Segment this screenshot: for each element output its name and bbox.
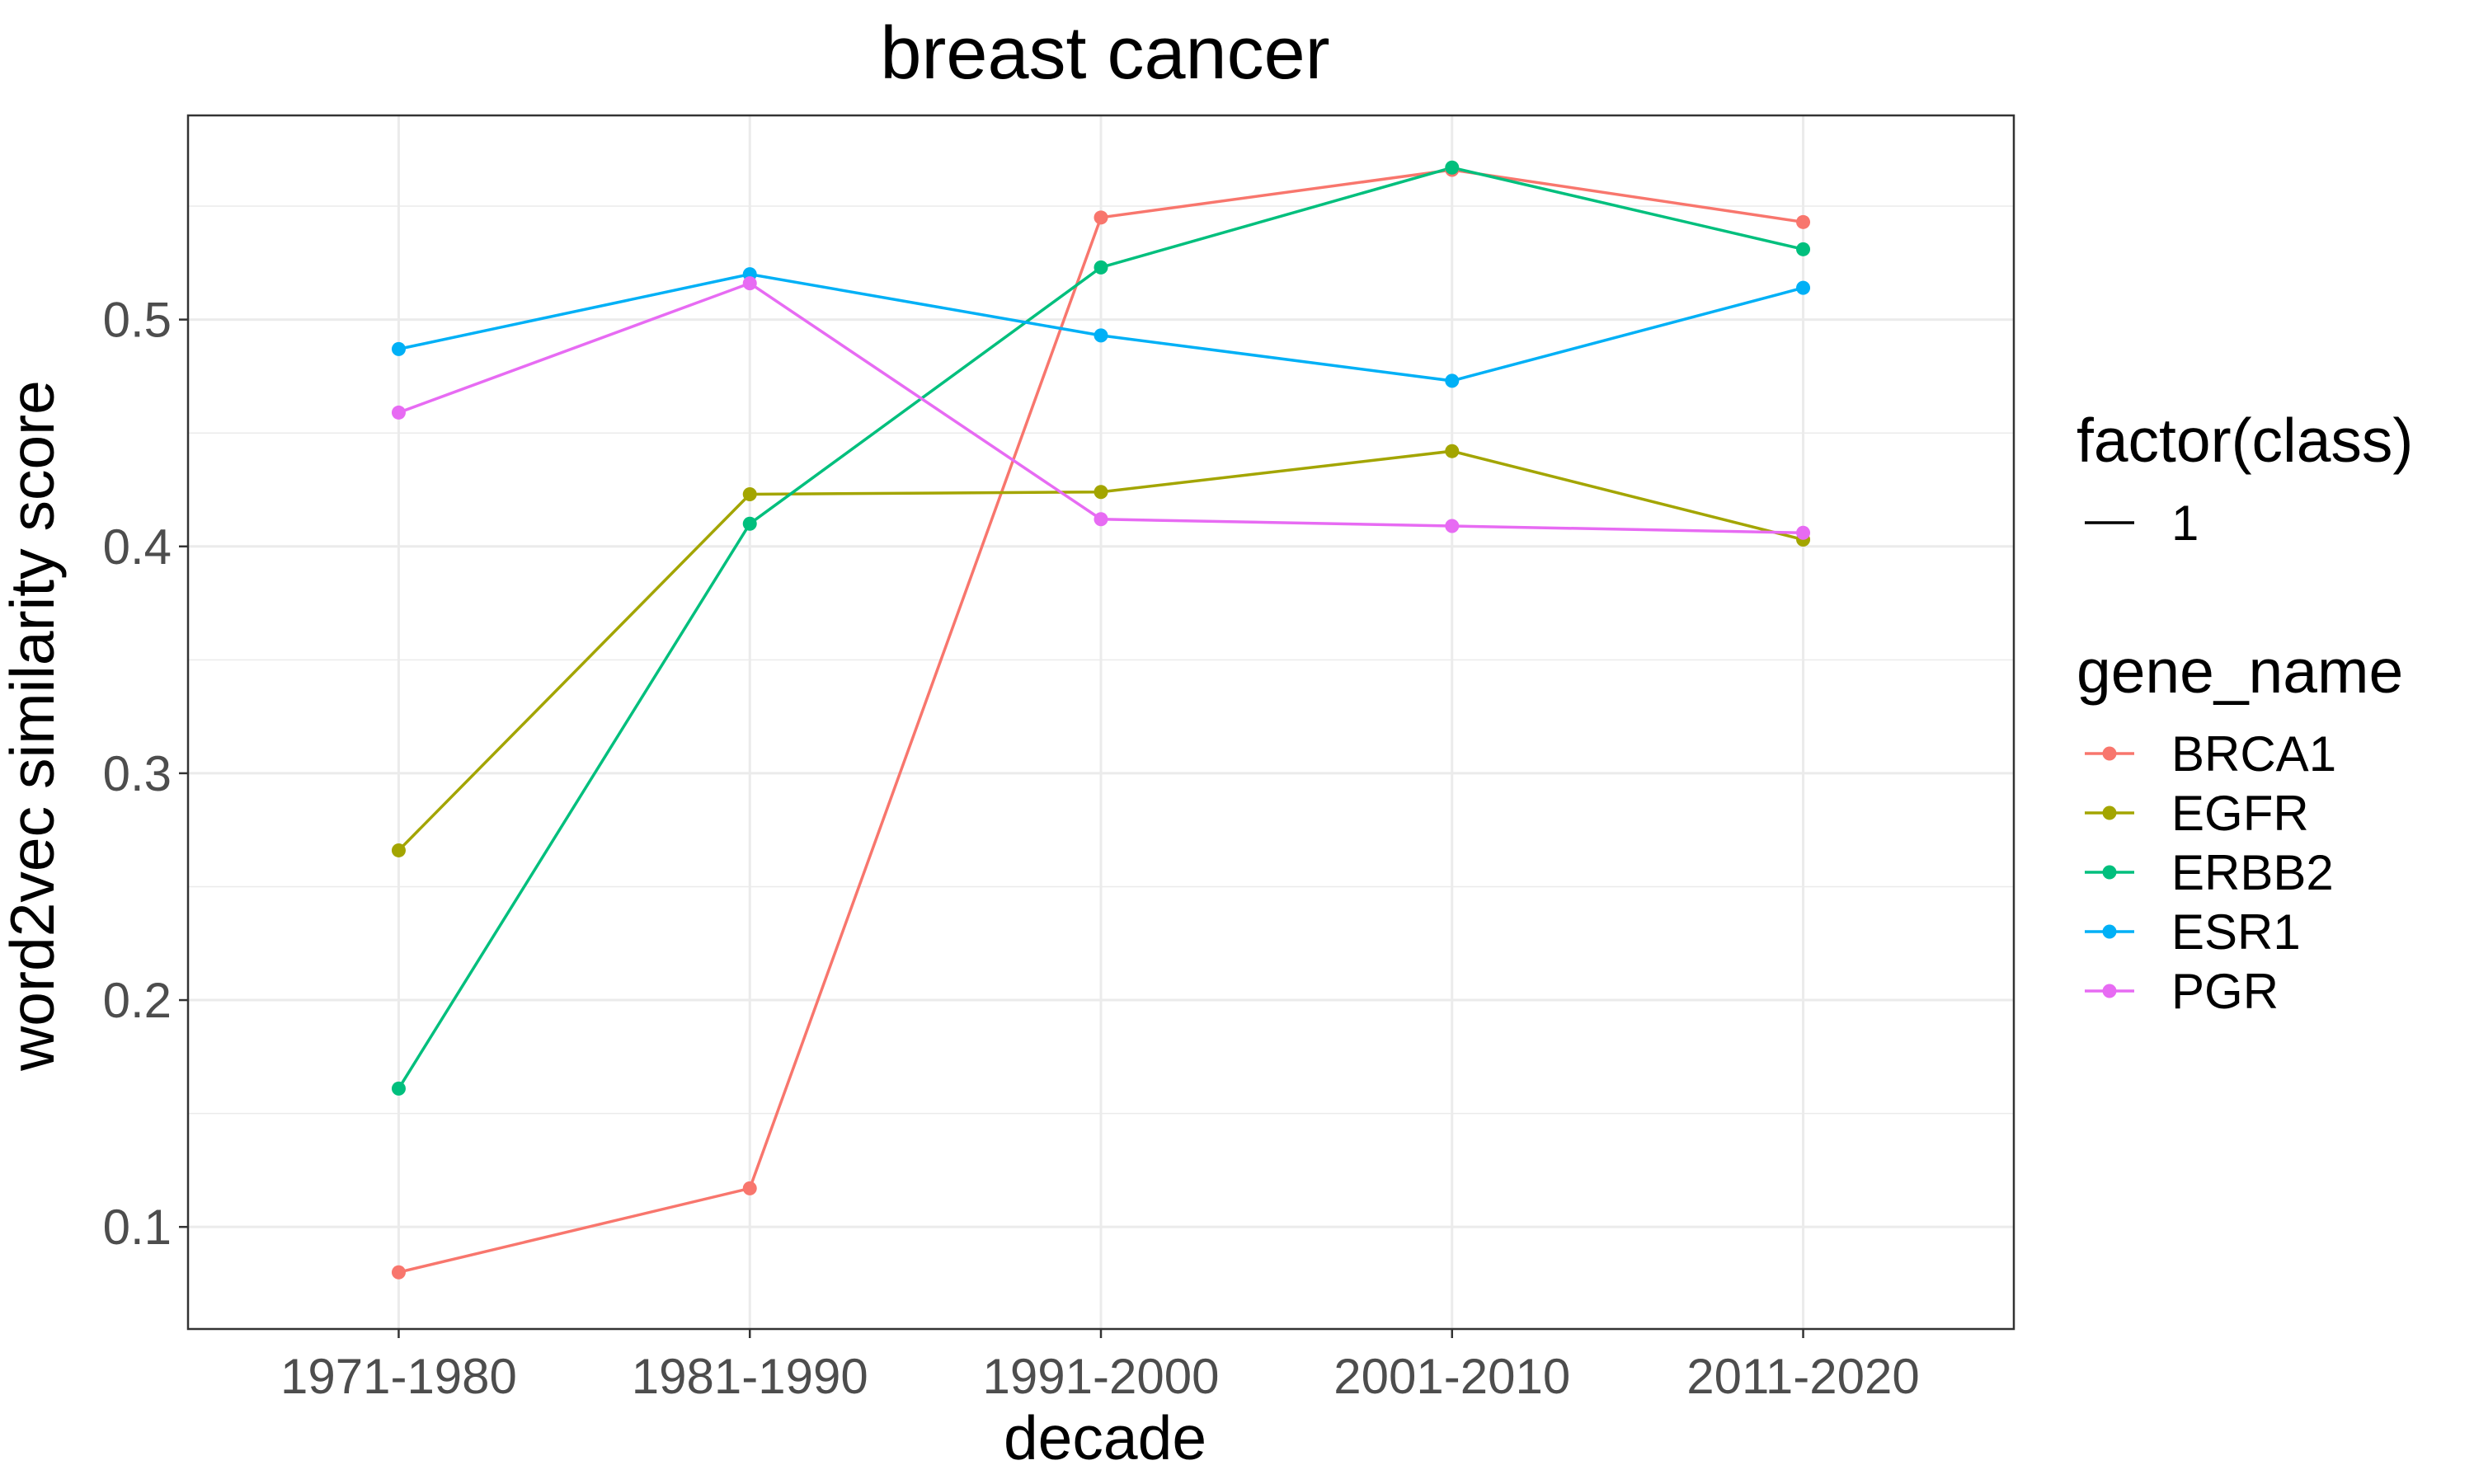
plot-panel xyxy=(186,114,2015,1331)
data-point-brca1 xyxy=(391,1265,406,1280)
data-point-erbb2 xyxy=(391,1081,406,1096)
y-tick-label: 0.5 xyxy=(103,293,172,348)
legend-label: 1 xyxy=(2171,495,2199,551)
y-axis-title: word2vec similarity score xyxy=(0,380,67,1072)
y-tick-label: 0.2 xyxy=(103,973,172,1028)
data-point-pgr xyxy=(1094,512,1108,527)
legend-title: factor(class) xyxy=(2077,406,2413,475)
data-point-brca1 xyxy=(1796,214,1811,229)
data-point-esr1 xyxy=(1094,328,1108,343)
chart-title: breast cancer xyxy=(880,12,1329,95)
legend-label: PGR xyxy=(2171,964,2279,1019)
data-point-erbb2 xyxy=(742,516,757,531)
x-axis-ticks: 1971-1980 1981-1990 1991-2000 2001-2010 2011… xyxy=(280,1329,1920,1404)
y-tick-label: 0.1 xyxy=(103,1200,172,1255)
data-point-brca1 xyxy=(742,1181,757,1195)
y-tick-label: 0.4 xyxy=(103,519,172,575)
y-tick-label: 0.3 xyxy=(103,746,172,801)
legend: factor(class) 1 gene_name BRCA1EGFRERBB2ESR… xyxy=(2077,406,2413,1019)
data-point-pgr xyxy=(742,276,757,291)
legend-label: ESR1 xyxy=(2171,904,2301,960)
x-tick-label: 1991-2000 xyxy=(983,1349,1220,1404)
legend-label: BRCA1 xyxy=(2171,726,2336,782)
data-point-esr1 xyxy=(1445,373,1460,388)
data-point-erbb2 xyxy=(1445,160,1460,175)
data-point-esr1 xyxy=(1796,280,1811,295)
data-point-erbb2 xyxy=(1094,260,1108,275)
data-point-pgr xyxy=(1445,519,1460,533)
data-point-pgr xyxy=(391,405,406,420)
legend-key-point xyxy=(2102,924,2117,939)
legend-key-point xyxy=(2102,865,2117,880)
data-point-pgr xyxy=(1796,525,1811,540)
data-point-brca1 xyxy=(1094,210,1108,225)
data-point-egfr xyxy=(1094,485,1108,500)
x-tick-label: 2011-2020 xyxy=(1686,1349,1919,1404)
data-point-esr1 xyxy=(391,341,406,356)
legend-key-point xyxy=(2102,984,2117,998)
legend-key-point xyxy=(2102,746,2117,761)
x-tick-label: 1971-1980 xyxy=(280,1349,517,1404)
legend-key-point xyxy=(2102,805,2117,820)
data-point-egfr xyxy=(1445,444,1460,458)
x-tick-label: 1981-1990 xyxy=(632,1349,868,1404)
legend-title: gene_name xyxy=(2077,636,2403,706)
y-axis-ticks: 0.1 0.2 0.3 0.4 0.5 xyxy=(103,293,188,1255)
data-point-erbb2 xyxy=(1796,242,1811,256)
x-axis-title: decade xyxy=(1004,1403,1206,1472)
data-point-egfr xyxy=(391,843,406,857)
legend-label: ERBB2 xyxy=(2171,845,2334,900)
legend-label: EGFR xyxy=(2171,786,2309,841)
data-point-egfr xyxy=(742,486,757,501)
x-tick-label: 2001-2010 xyxy=(1333,1349,1570,1404)
